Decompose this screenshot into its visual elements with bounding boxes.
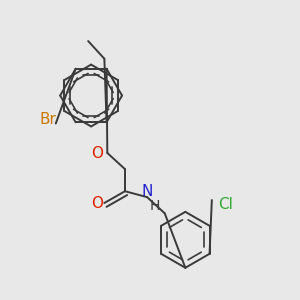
Text: O: O xyxy=(91,196,103,211)
Text: Cl: Cl xyxy=(218,197,232,212)
Text: Br: Br xyxy=(40,112,57,127)
Text: N: N xyxy=(141,184,153,199)
Text: O: O xyxy=(92,146,104,161)
Text: H: H xyxy=(150,199,160,213)
